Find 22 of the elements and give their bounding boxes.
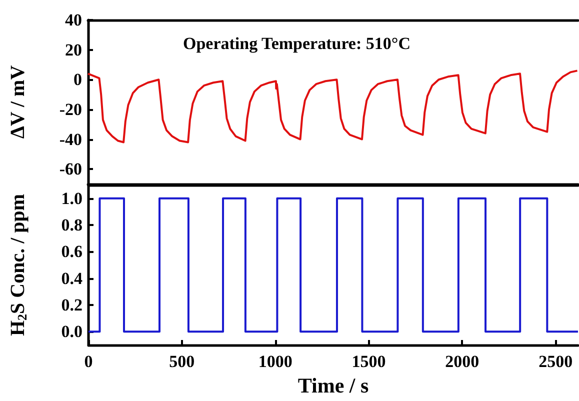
y-tick-label: 40 bbox=[65, 10, 82, 30]
y-tick-label: 0 bbox=[74, 70, 82, 90]
y-tick-label: 0.8 bbox=[61, 216, 82, 234]
annotation: Operating Temperature: 510°C bbox=[183, 34, 410, 53]
y-tick-label: -60 bbox=[59, 160, 82, 179]
y-tick-label: -20 bbox=[59, 100, 82, 119]
y-tick-label: 1.0 bbox=[61, 188, 82, 208]
x-axis-title: Time / s bbox=[298, 374, 369, 398]
x-tick-label: 1500 bbox=[352, 352, 386, 371]
y-tick-label: 20 bbox=[65, 40, 82, 60]
x-tick-label: 2500 bbox=[538, 352, 573, 371]
line-series bbox=[87, 70, 578, 144]
x-tick-label: 2000 bbox=[445, 352, 480, 371]
y-tick-label: 0.2 bbox=[61, 296, 82, 314]
y-tick-label: 0.6 bbox=[61, 242, 82, 262]
y-tick-label: 0.4 bbox=[61, 268, 83, 288]
x-tick-label: 1000 bbox=[258, 352, 292, 371]
y-tick-label: 0.0 bbox=[61, 322, 82, 342]
y-axis-title: H2S Conc. / ppm bbox=[7, 194, 30, 336]
y-tick-label: -40 bbox=[59, 130, 82, 149]
x-tick-label: 500 bbox=[169, 352, 195, 371]
y-axis-title: ΔV / mV bbox=[7, 64, 29, 139]
